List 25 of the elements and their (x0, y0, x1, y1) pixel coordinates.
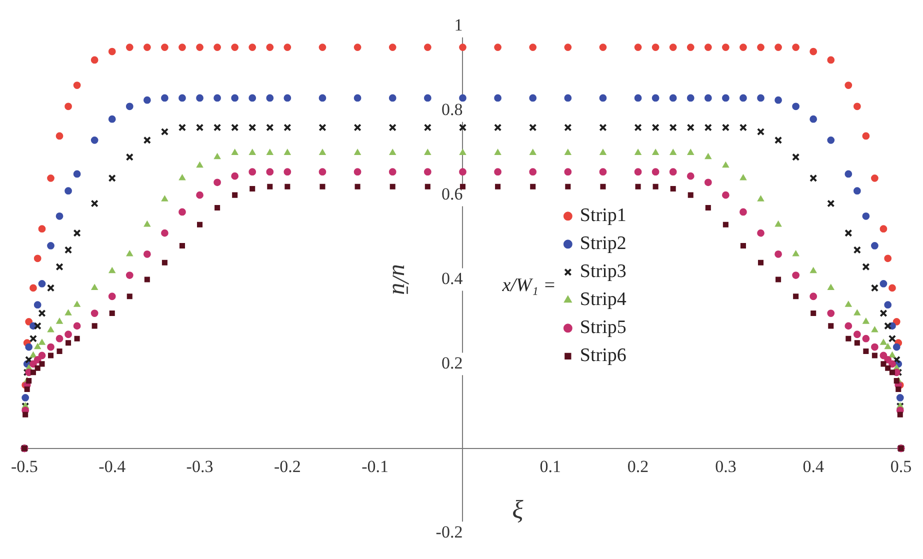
y-tick-label: 0.8 (441, 100, 463, 120)
y-tick-label: 0.2 (441, 353, 463, 372)
x-tick-label: 0.4 (802, 457, 824, 476)
legend-label: Strip3 (580, 261, 626, 282)
y-axis-title: u/ū (387, 264, 414, 295)
x-tick-label: 0.2 (627, 457, 649, 476)
legend-label: Strip2 (580, 233, 626, 254)
legend-label: Strip4 (580, 289, 627, 310)
x-tick-label: -0.4 (98, 457, 126, 476)
y-tick-label: 0.6 (441, 184, 463, 204)
x-tick-label: 0.1 (540, 457, 562, 476)
y-tick-label: -0.2 (436, 522, 463, 542)
y-tick-label: 0.4 (441, 268, 464, 288)
x-tick-label: -0.2 (274, 457, 301, 476)
x-tick-label: -0.5 (10, 457, 38, 476)
x-axis-title: ξ (512, 495, 524, 524)
x-tick-label: 0.3 (715, 457, 736, 476)
x-tick-label: -0.1 (362, 457, 389, 476)
y-tick-label: 1 (454, 16, 463, 35)
legend-label: Strip1 (580, 205, 626, 226)
x-tick-label: -0.3 (186, 457, 214, 476)
legend-label: Strip6 (580, 345, 626, 366)
legend-title: x/W₁ = (501, 275, 556, 296)
x-tick-label: 0.5 (890, 457, 912, 476)
legend-label: Strip5 (580, 317, 626, 338)
